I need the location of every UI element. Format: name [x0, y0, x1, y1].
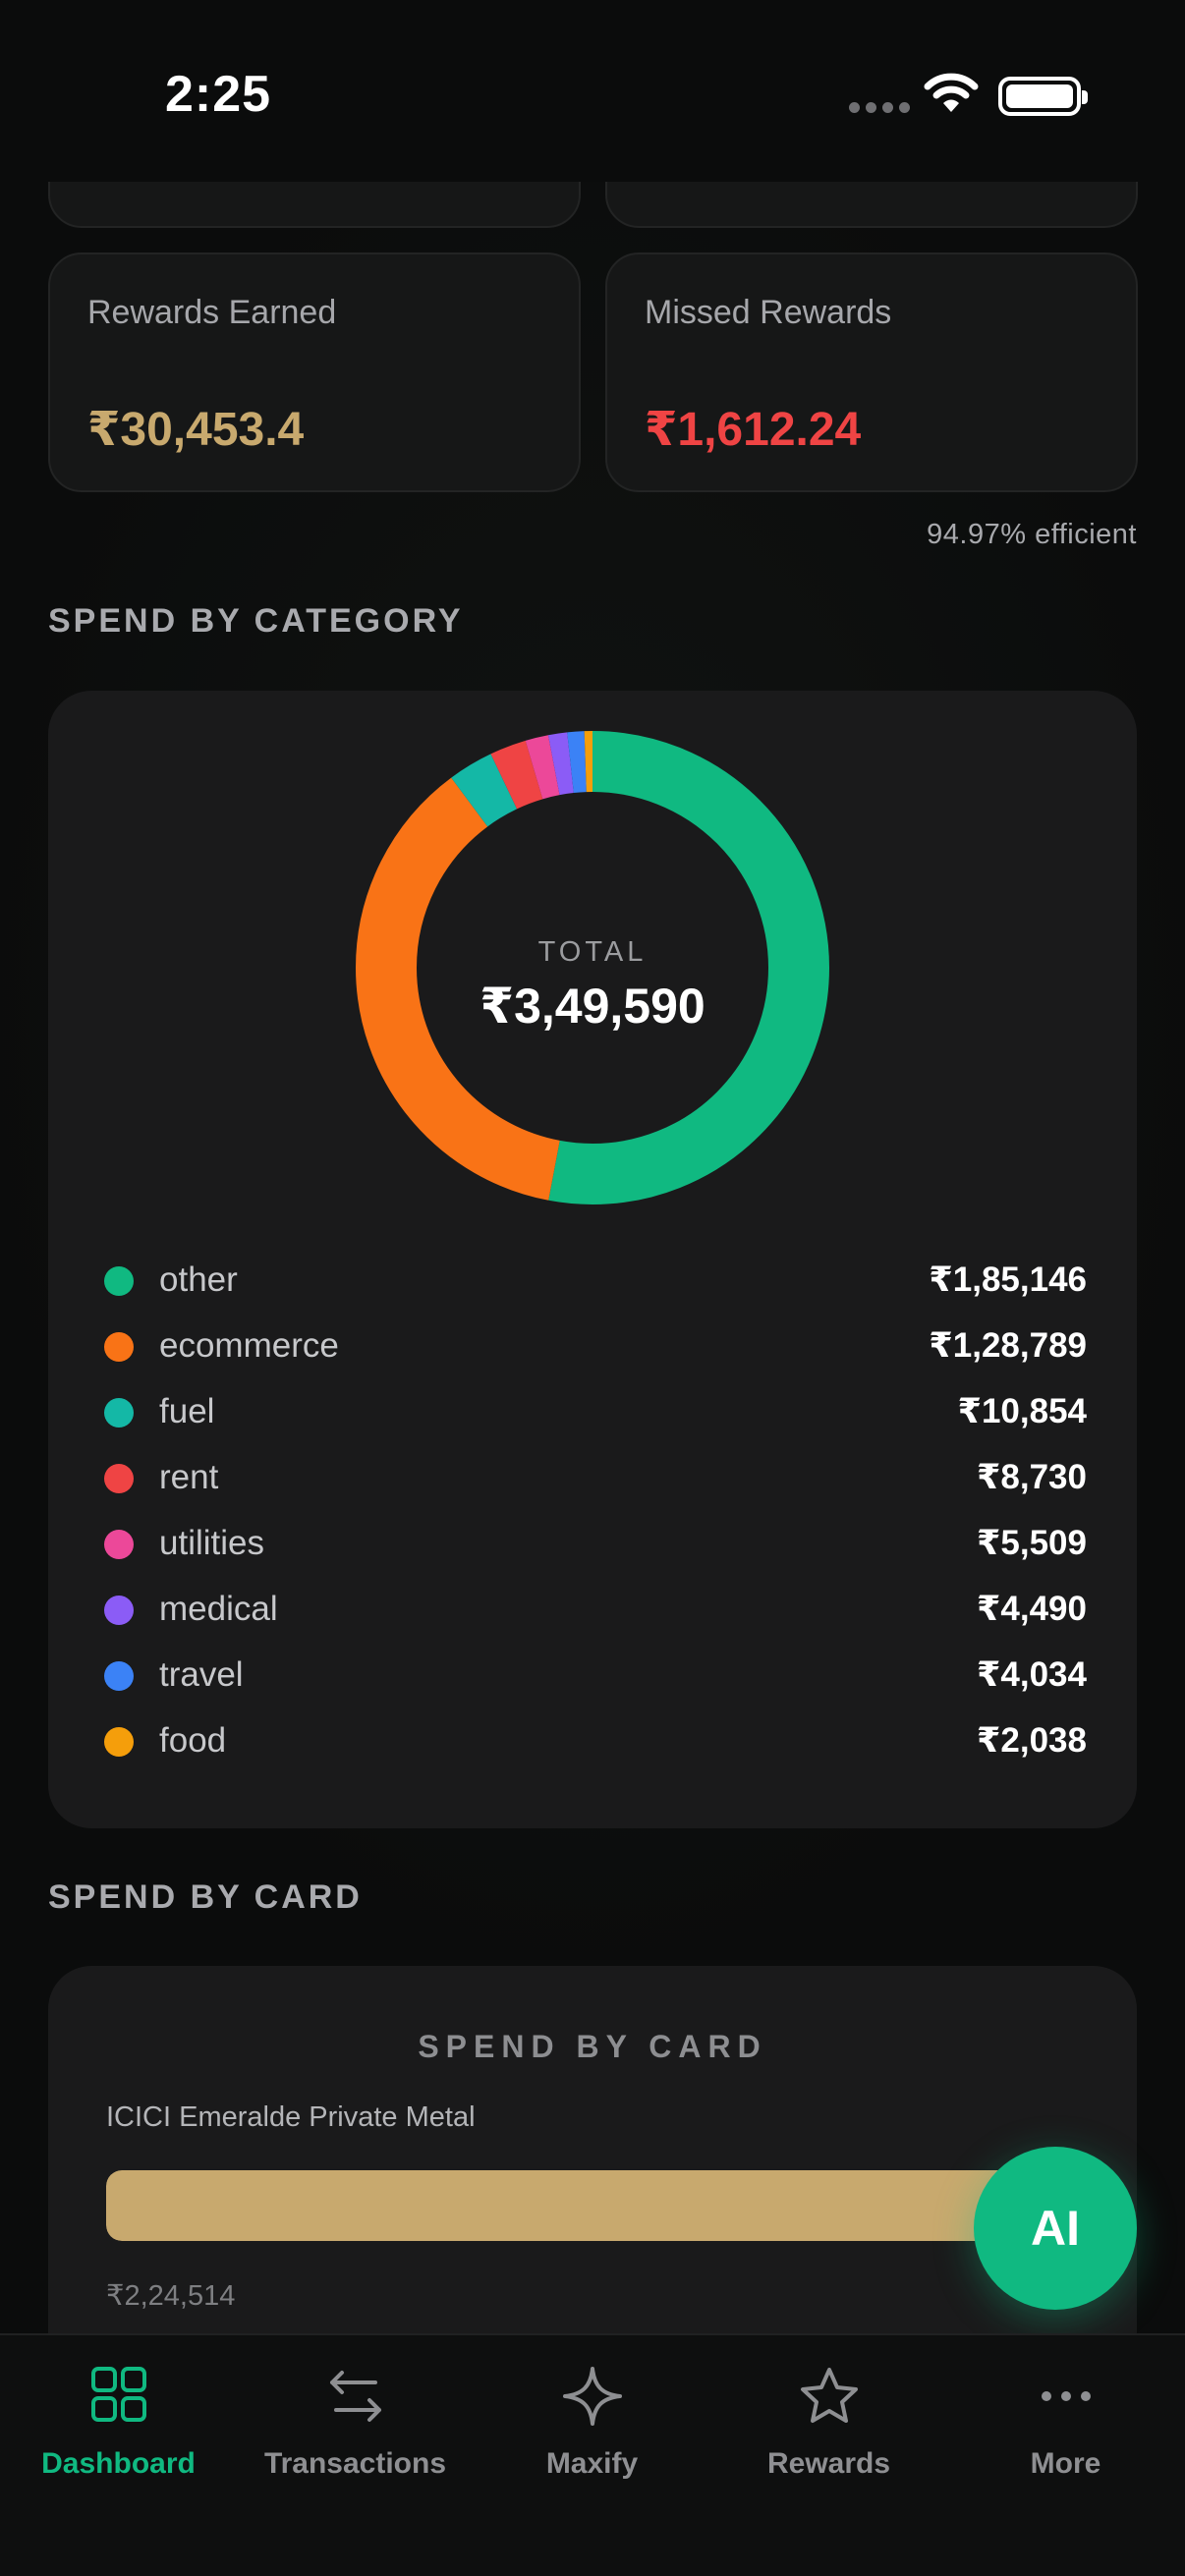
- donut-slice-food[interactable]: [356, 731, 829, 1204]
- section-title-category: SPEND BY CATEGORY: [48, 602, 464, 640]
- legend-row-utilities[interactable]: utilities ₹5,509: [104, 1514, 1087, 1580]
- category-donut-chart[interactable]: [355, 730, 830, 1205]
- legend-name-medical: medical: [159, 1590, 278, 1628]
- card-spend-bar: [106, 2170, 1079, 2241]
- section-title-card: SPEND BY CARD: [48, 1878, 363, 1916]
- efficiency-text: 94.97% efficient: [927, 519, 1137, 550]
- legend-name-food: food: [159, 1721, 227, 1760]
- nav-label-rewards: Rewards: [766, 2447, 891, 2480]
- legend-row-rent[interactable]: rent ₹8,730: [104, 1448, 1087, 1514]
- nav-label-transactions: Transactions: [263, 2447, 447, 2480]
- more-dots-icon: [1041, 2391, 1091, 2401]
- legend-row-other[interactable]: other ₹1,85,146: [104, 1251, 1087, 1316]
- legend-name-travel: travel: [159, 1655, 244, 1694]
- nav-label-more: More: [1030, 2447, 1101, 2480]
- wifi-icon: [924, 73, 979, 112]
- card-spend-chart-title: SPEND BY CARD: [418, 2029, 767, 2064]
- nav-label-maxify: Maxify: [545, 2447, 639, 2480]
- legend-name-fuel: fuel: [159, 1392, 215, 1430]
- ai-assistant-button[interactable]: AI: [974, 2147, 1137, 2310]
- nav-maxify[interactable]: Maxify: [474, 2335, 710, 2532]
- grid-icon: [90, 2367, 146, 2422]
- cellular-signal-icon: [849, 102, 910, 113]
- legend-dot-food: [104, 1727, 134, 1757]
- legend-row-food[interactable]: food ₹2,038: [104, 1711, 1087, 1777]
- legend-dot-other: [104, 1266, 134, 1296]
- legend-amount-other: ₹1,85,146: [929, 1260, 1087, 1299]
- legend-dot-fuel: [104, 1398, 134, 1428]
- legend-name-rent: rent: [159, 1458, 219, 1496]
- status-time: 2:25: [165, 66, 272, 123]
- legend-dot-rent: [104, 1464, 134, 1493]
- legend-amount-medical: ₹4,490: [977, 1590, 1087, 1628]
- legend-dot-ecommerce: [104, 1332, 134, 1362]
- legend-amount-fuel: ₹10,854: [957, 1392, 1087, 1430]
- status-bar: 2:25: [0, 0, 1185, 182]
- rewards-earned-card[interactable]: Rewards Earned ₹30,453.4: [48, 252, 581, 492]
- nav-rewards[interactable]: Rewards: [710, 2335, 947, 2532]
- legend-amount-utilities: ₹5,509: [977, 1524, 1087, 1562]
- rewards-earned-label: Rewards Earned: [87, 294, 337, 331]
- nav-dashboard[interactable]: Dashboard: [0, 2335, 237, 2532]
- card-amount: ₹2,24,514: [106, 2280, 236, 2312]
- legend-name-ecommerce: ecommerce: [159, 1326, 339, 1365]
- legend-row-travel[interactable]: travel ₹4,034: [104, 1646, 1087, 1711]
- nav-transactions[interactable]: Transactions: [237, 2335, 474, 2532]
- legend-amount-food: ₹2,038: [977, 1721, 1087, 1760]
- legend-dot-travel: [104, 1661, 134, 1691]
- battery-icon: [998, 77, 1088, 116]
- legend-amount-ecommerce: ₹1,28,789: [929, 1326, 1087, 1365]
- sparkle-icon: [562, 2367, 622, 2426]
- card-spend-panel: SPEND BY CARD ICICI Emeralde Private Met…: [48, 1966, 1137, 2379]
- legend-name-other: other: [159, 1260, 238, 1299]
- missed-rewards-value: ₹1,612.24: [645, 404, 862, 456]
- legend-amount-rent: ₹8,730: [977, 1458, 1087, 1496]
- missed-rewards-label: Missed Rewards: [645, 294, 892, 331]
- missed-rewards-card[interactable]: Missed Rewards ₹1,612.24: [605, 252, 1138, 492]
- card-spend-bar-track[interactable]: [106, 2170, 1079, 2241]
- arrows-swap-icon: [329, 2371, 381, 2422]
- bottom-nav: Dashboard Transactions Maxify Rewards Mo…: [0, 2333, 1185, 2576]
- donut-slice-ecommerce[interactable]: [356, 731, 829, 1204]
- total-label: TOTAL: [537, 936, 648, 968]
- category-legend: other ₹1,85,146 ecommerce ₹1,28,789 fuel ₹10,…: [104, 1251, 1087, 1777]
- legend-name-utilities: utilities: [159, 1524, 264, 1562]
- category-card: TOTAL ₹3,49,590 other ₹1,85,146 ecommerce ₹…: [48, 691, 1137, 1828]
- total-value: ₹3,49,590: [480, 979, 705, 1034]
- legend-dot-utilities: [104, 1530, 134, 1559]
- rewards-earned-value: ₹30,453.4: [87, 404, 305, 456]
- card-name: ICICI Emeralde Private Metal: [106, 2101, 476, 2133]
- legend-dot-medical: [104, 1596, 134, 1625]
- nav-label-dashboard: Dashboard: [41, 2447, 196, 2480]
- legend-row-ecommerce[interactable]: ecommerce ₹1,28,789: [104, 1316, 1087, 1382]
- legend-row-fuel[interactable]: fuel ₹10,854: [104, 1382, 1087, 1448]
- legend-row-medical[interactable]: medical ₹4,490: [104, 1580, 1087, 1646]
- star-icon: [800, 2368, 858, 2423]
- nav-more[interactable]: More: [947, 2335, 1184, 2532]
- legend-amount-travel: ₹4,034: [977, 1655, 1087, 1694]
